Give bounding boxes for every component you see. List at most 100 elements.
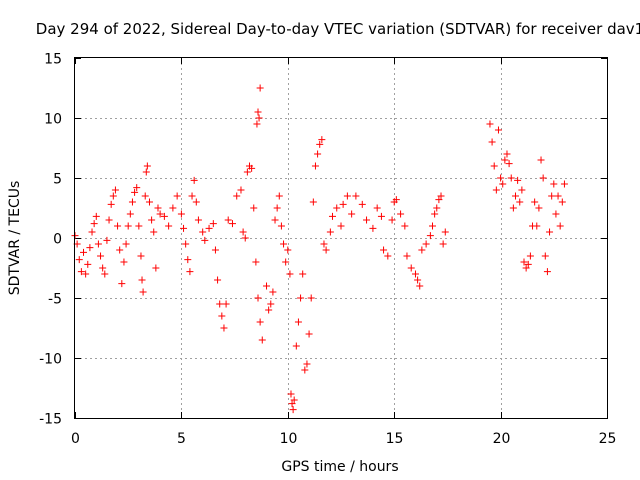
data-point	[503, 150, 511, 158]
data-point	[211, 246, 219, 254]
data-point	[133, 184, 141, 192]
data-point	[524, 260, 532, 268]
data-point	[152, 264, 160, 272]
y-tick-label: 10	[44, 112, 62, 128]
data-point	[165, 222, 173, 230]
y-tick-label: -10	[39, 352, 62, 368]
data-point	[437, 192, 445, 200]
data-point	[184, 256, 192, 264]
data-point	[363, 216, 371, 224]
data-point	[537, 156, 545, 164]
data-point	[186, 268, 194, 276]
data-point	[284, 246, 292, 254]
data-point	[99, 264, 107, 272]
data-point	[501, 156, 509, 164]
y-tick-label: -15	[39, 412, 62, 428]
data-point	[509, 204, 517, 212]
data-point	[309, 198, 317, 206]
data-point	[384, 252, 392, 260]
data-point	[314, 150, 322, 158]
data-point	[248, 164, 256, 172]
data-point	[228, 220, 236, 228]
data-point	[505, 160, 513, 168]
data-point	[118, 280, 126, 288]
data-point	[216, 300, 224, 308]
data-point	[126, 210, 134, 218]
data-point	[209, 220, 217, 228]
data-point	[214, 276, 222, 284]
data-point	[77, 268, 85, 276]
x-tick-label: 5	[177, 431, 186, 447]
data-point	[282, 258, 290, 266]
data-point	[522, 264, 530, 272]
data-point	[533, 222, 541, 230]
data-point	[135, 222, 143, 230]
data-point	[301, 366, 309, 374]
data-point	[294, 318, 302, 326]
y-tick-label: 0	[53, 232, 62, 248]
data-point	[116, 246, 124, 254]
data-point	[511, 192, 519, 200]
data-point	[426, 232, 434, 240]
data-point	[343, 192, 351, 200]
axis-ticks: 0 5 10 15 20 25 -15 -10 -5 0 5 10 15	[39, 52, 616, 448]
data-point	[233, 192, 241, 200]
data-point	[86, 244, 94, 252]
data-point	[554, 192, 562, 200]
data-point	[418, 246, 426, 254]
data-point	[429, 222, 437, 230]
data-point	[539, 174, 547, 182]
data-point	[326, 228, 334, 236]
data-point	[90, 220, 98, 228]
data-point	[439, 240, 447, 248]
data-point	[97, 252, 105, 260]
data-point	[177, 210, 185, 218]
data-point	[255, 114, 263, 122]
data-point	[128, 198, 136, 206]
data-point	[182, 240, 190, 248]
data-point	[269, 288, 277, 296]
data-point	[75, 256, 83, 264]
data-point	[188, 192, 196, 200]
data-point	[369, 224, 377, 232]
data-point	[543, 268, 551, 276]
data-point	[107, 200, 115, 208]
data-point	[303, 360, 311, 368]
data-point	[407, 264, 415, 272]
x-axis-label: GPS time / hours	[281, 459, 398, 475]
data-point	[169, 204, 177, 212]
data-point	[82, 270, 90, 278]
data-point	[180, 224, 188, 232]
data-point	[531, 198, 539, 206]
data-point	[352, 192, 360, 200]
data-point	[541, 252, 549, 260]
data-point	[84, 260, 92, 268]
data-point	[333, 204, 341, 212]
plot-frame	[74, 57, 608, 419]
data-point	[380, 246, 388, 254]
data-point	[535, 204, 543, 212]
data-point	[139, 288, 147, 296]
data-point	[416, 282, 424, 290]
data-point	[160, 212, 168, 220]
data-point	[548, 192, 556, 200]
data-point	[114, 222, 122, 230]
data-point	[558, 198, 566, 206]
data-point	[288, 400, 296, 408]
data-point	[194, 216, 202, 224]
data-point	[254, 108, 262, 116]
data-point	[267, 300, 275, 308]
data-point	[401, 222, 409, 230]
data-point	[277, 222, 285, 230]
data-point	[142, 168, 150, 176]
data-point	[516, 198, 524, 206]
data-point	[190, 176, 198, 184]
data-point	[507, 174, 515, 182]
data-point	[286, 270, 294, 278]
data-point	[322, 246, 330, 254]
data-point	[131, 188, 139, 196]
data-point	[550, 180, 558, 188]
data-point	[337, 222, 345, 230]
data-point	[560, 180, 568, 188]
data-point	[263, 282, 271, 290]
